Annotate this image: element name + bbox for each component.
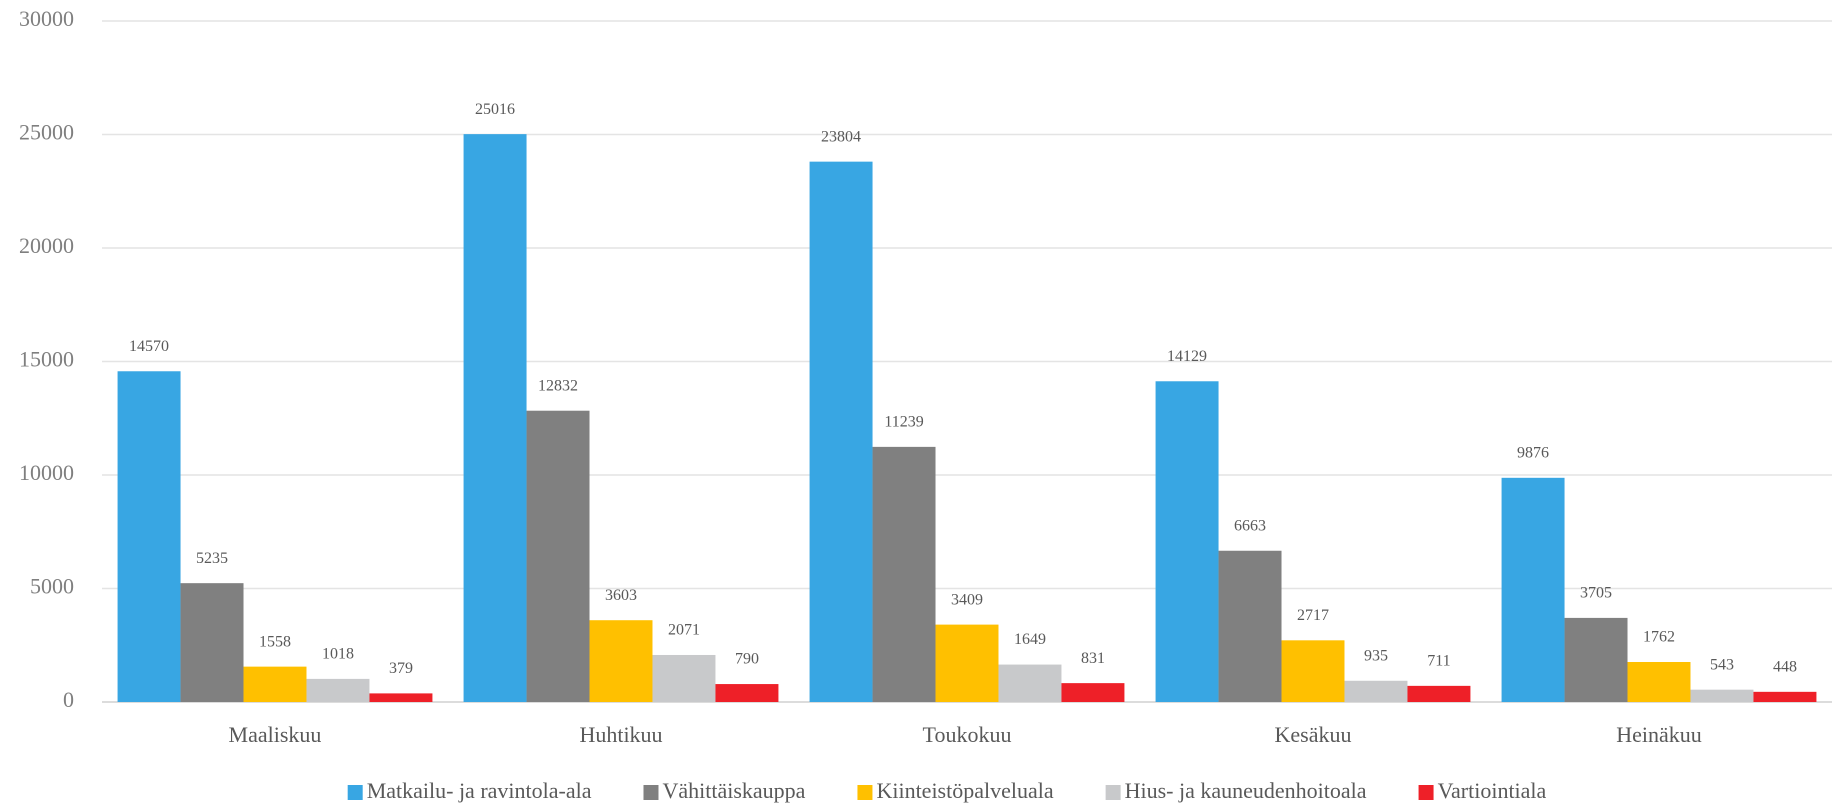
bar [117, 371, 181, 702]
x-tick-label: Kesäkuu [1275, 722, 1352, 747]
y-tick-label: 0 [63, 687, 74, 712]
bar [1061, 683, 1125, 702]
value-label: 790 [735, 651, 759, 668]
x-tick-label: Maaliskuu [229, 722, 322, 747]
x-tick-label: Toukokuu [923, 722, 1012, 747]
legend-swatch [1418, 785, 1434, 800]
legend: Matkailu- ja ravintola-ala Vähittäiskaupp… [347, 778, 1547, 803]
value-label: 1762 [1643, 629, 1675, 646]
bar [1281, 640, 1345, 702]
bar [243, 666, 307, 702]
bar [463, 134, 527, 703]
y-tick-label: 15000 [19, 347, 74, 372]
y-tick-label: 20000 [19, 233, 74, 258]
value-label: 5235 [196, 550, 228, 567]
value-label: 543 [1710, 656, 1734, 673]
value-label: 3705 [1580, 585, 1612, 602]
y-tick-label: 30000 [19, 6, 74, 31]
legend-swatch [347, 785, 363, 800]
value-label: 6663 [1234, 517, 1266, 534]
value-label: 2071 [668, 622, 700, 639]
value-label: 25016 [475, 101, 515, 118]
value-label: 935 [1364, 647, 1388, 664]
value-label: 14129 [1167, 348, 1207, 365]
bar [715, 684, 779, 702]
value-label: 1018 [322, 646, 354, 663]
legend-label: Kiinteistöpalveluala [876, 778, 1053, 803]
value-label: 12832 [538, 377, 578, 394]
bar [306, 678, 370, 702]
legend-label: Vähittäiskauppa [662, 778, 805, 803]
value-label: 2717 [1297, 607, 1329, 624]
y-tick-label: 5000 [30, 574, 74, 599]
bar [180, 583, 244, 702]
bar [526, 410, 590, 702]
legend-label: Vartiointiala [1438, 778, 1547, 803]
bar [1344, 680, 1408, 702]
value-label: 1649 [1014, 631, 1046, 648]
bar [1501, 477, 1565, 702]
bar [809, 161, 873, 703]
value-label: 9876 [1517, 444, 1549, 461]
value-label: 3409 [951, 591, 983, 608]
bar [589, 620, 653, 702]
value-label: 1558 [259, 633, 291, 650]
bar [935, 624, 999, 702]
bar [1564, 617, 1628, 702]
bar [1155, 381, 1219, 702]
y-tick-label: 25000 [19, 120, 74, 145]
value-label: 3603 [605, 587, 637, 604]
value-label: 14570 [129, 338, 169, 355]
x-tick-label: Huhtikuu [579, 722, 662, 747]
legend-label: Matkailu- ja ravintola-ala [367, 778, 592, 803]
value-label: 448 [1773, 659, 1797, 676]
value-label: 23804 [821, 128, 861, 145]
bar [369, 693, 433, 702]
bar [1627, 662, 1691, 702]
bar [1407, 685, 1471, 702]
bar [652, 654, 716, 702]
value-label: 831 [1081, 650, 1105, 667]
y-tick-label: 10000 [19, 460, 74, 485]
bar [1753, 691, 1817, 702]
x-tick-label: Heinäkuu [1616, 722, 1702, 747]
legend-swatch [643, 785, 659, 800]
bar [872, 446, 936, 702]
value-label: 711 [1427, 653, 1450, 670]
legend-swatch [857, 785, 873, 800]
bar [998, 664, 1062, 702]
bar [1690, 689, 1754, 702]
value-label: 11239 [884, 414, 923, 431]
value-label: 379 [389, 660, 413, 677]
bar [1218, 550, 1282, 702]
legend-swatch [1105, 785, 1121, 800]
legend-label: Hius- ja kauneudenhoitoala [1125, 778, 1367, 803]
